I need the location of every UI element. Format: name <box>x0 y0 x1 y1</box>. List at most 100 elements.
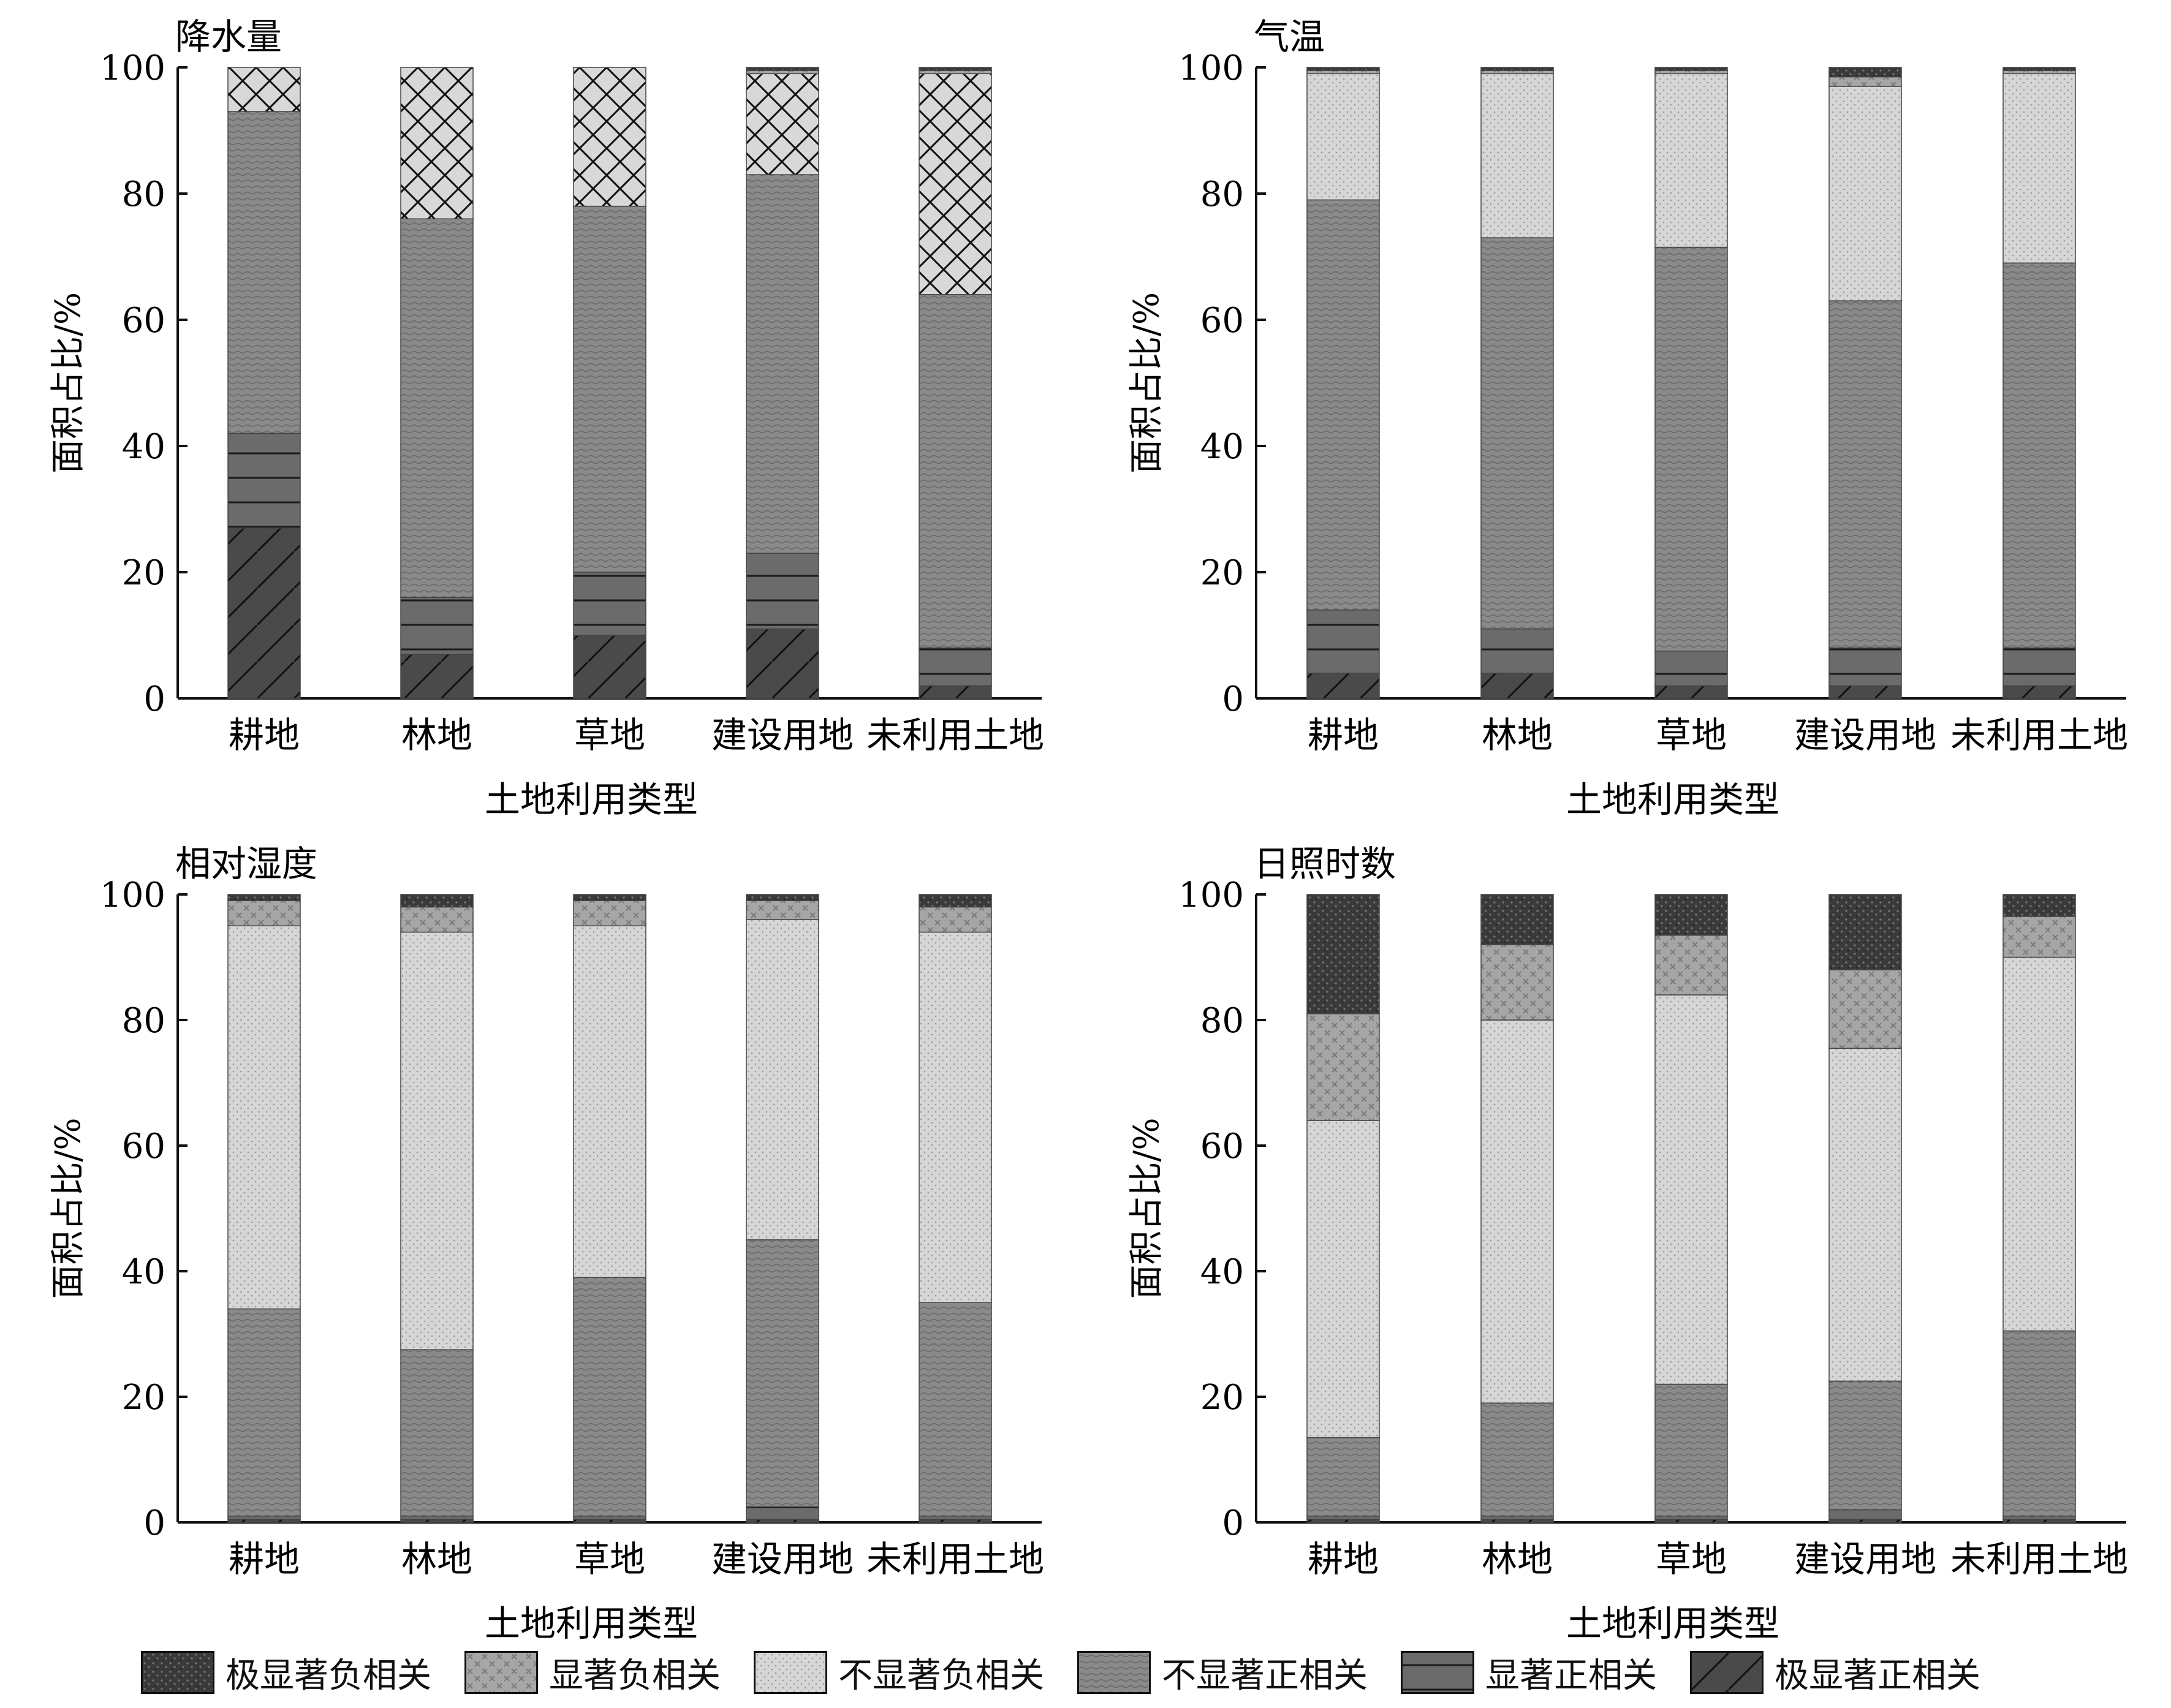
legend-label: 显著负相关 <box>549 1655 721 1696</box>
y-tick-label: 20 <box>1200 1378 1244 1418</box>
x-tick-label: 未利用土地 <box>866 1538 1044 1580</box>
bar-segment <box>746 553 819 630</box>
bar-segment <box>400 218 474 598</box>
x-tick-label: 草地 <box>1656 714 1727 756</box>
legend-swatch <box>1401 1651 1474 1694</box>
chart-panel-1: 降水量 0 20 40 60 80 100 面积占比/% 土地利用类型 耕地 林地 草地 建设用地 未利用… <box>48 16 1044 820</box>
x-tick-label: 未利用土地 <box>1950 1538 2128 1580</box>
y-axis-label: 面积占比/% <box>48 292 88 474</box>
bar-segment <box>1828 86 1902 301</box>
bar-segment <box>746 1239 819 1508</box>
x-tick-label: 建设用地 <box>711 1538 854 1580</box>
bar-segment <box>227 111 301 434</box>
bar-segment <box>2002 70 2076 75</box>
bar-segment <box>746 628 819 699</box>
bar-segment <box>1480 73 1554 238</box>
legend-item: 极显著正相关 <box>1690 1648 1980 1698</box>
x-tick-label: 林地 <box>401 1538 472 1580</box>
legend-swatch-fill <box>466 1653 536 1692</box>
bar-segment <box>1480 673 1554 699</box>
bar-segment <box>400 894 474 908</box>
x-tick-label: 草地 <box>574 1538 645 1580</box>
x-tick-label: 耕地 <box>229 1538 300 1580</box>
legend-label: 不显著正相关 <box>1162 1655 1368 1696</box>
legend-swatch <box>1077 1651 1151 1694</box>
legend-item: 显著正相关 <box>1401 1648 1657 1698</box>
bar-segment <box>919 1302 992 1517</box>
bar-segment <box>573 635 646 699</box>
bar-segment <box>2002 916 2076 958</box>
chart-title: 相对湿度 <box>175 843 317 885</box>
bar-segment <box>573 572 646 636</box>
y-axis-label: 面积占比/% <box>1127 292 1167 474</box>
bar-segment <box>400 1516 474 1520</box>
bar-segment <box>400 906 474 933</box>
bar-segment <box>1828 1519 1902 1523</box>
bar-segment <box>2002 262 2076 649</box>
y-axis-label: 面积占比/% <box>1127 1117 1167 1299</box>
x-tick-label: 草地 <box>1656 1538 1727 1580</box>
bar-segment <box>1480 944 1554 1021</box>
y-tick-label: 60 <box>1200 1127 1244 1166</box>
bar-segment <box>1306 894 1380 1015</box>
bar-segment <box>2002 956 2076 1332</box>
bar-segment <box>1306 1120 1380 1438</box>
chart-panel-3: 相对湿度 0 20 40 60 80 100 面积占比/% 土地利用类型 耕地 林地 草地 建设用地 未利… <box>48 843 1044 1644</box>
bar-segment <box>1306 1519 1380 1523</box>
bar-segment <box>746 900 819 920</box>
bar-segment <box>1306 1013 1380 1121</box>
bar-segment <box>1828 1509 1902 1520</box>
bar-segment <box>1480 70 1554 75</box>
y-tick-label: 20 <box>122 553 165 593</box>
bar-segment <box>1306 73 1380 201</box>
bar-segment <box>1654 1383 1728 1517</box>
bar-segment <box>400 1349 474 1517</box>
bar-segment <box>1654 73 1728 248</box>
bar-segment <box>1306 1516 1380 1520</box>
bar-segment <box>400 67 474 219</box>
bar-segment <box>1828 685 1902 699</box>
y-tick-label: 60 <box>1200 301 1244 341</box>
legend-swatch-fill <box>143 1653 213 1692</box>
y-tick-label: 40 <box>1200 1252 1244 1292</box>
chart-panel-4: 日照时数 0 20 40 60 80 100 面积占比/% 土地利用类型 耕地 林地 草地 建设用地 未利… <box>1127 843 2128 1644</box>
bar-segment <box>227 433 301 529</box>
bar-segment <box>1654 67 1728 71</box>
bar-segment <box>2002 73 2076 264</box>
y-tick-label: 60 <box>122 301 165 341</box>
y-tick-label: 80 <box>122 1001 165 1041</box>
x-axis-label: 土地利用类型 <box>1566 779 1779 820</box>
bar-segment <box>1306 199 1380 611</box>
bar-segment <box>746 919 819 1241</box>
bar-segment <box>1654 994 1728 1385</box>
legend-item: 显著负相关 <box>464 1648 721 1698</box>
bar-segment <box>2002 685 2076 699</box>
legend-item: 不显著负相关 <box>754 1648 1044 1698</box>
bar-segment <box>1828 647 1902 687</box>
legend-label: 极显著正相关 <box>1775 1655 1980 1696</box>
bar-segment <box>227 527 301 699</box>
bar-segment <box>1480 628 1554 674</box>
y-tick-label: 60 <box>122 1127 165 1166</box>
bar-segment <box>919 894 992 908</box>
bar-segment <box>1654 934 1728 996</box>
y-tick-label: 100 <box>100 48 165 88</box>
bar-segment <box>2002 1519 2076 1523</box>
bar-segment <box>746 70 819 75</box>
bar-segment <box>400 597 474 655</box>
y-tick-label: 100 <box>1178 48 1244 88</box>
bar-segment <box>1654 685 1728 699</box>
legend: 极显著负相关 显著负相关 不显著负相关 不显著正相关 显著正相关 极显著正相关 <box>141 1642 2163 1703</box>
x-tick-label: 建设用地 <box>1794 1538 1936 1580</box>
x-tick-label: 耕地 <box>1308 714 1379 756</box>
bar-segment <box>746 1519 819 1523</box>
bar-segment <box>919 906 992 933</box>
bar-segment <box>1654 1516 1728 1520</box>
bar-segment <box>1480 1402 1554 1517</box>
bar-segment <box>1654 1519 1728 1523</box>
bar-segment <box>1480 237 1554 630</box>
y-axis-label: 面积占比/% <box>48 1117 88 1299</box>
bar-segment <box>227 894 301 901</box>
bar-segment <box>227 900 301 926</box>
bar-segment <box>1480 67 1554 71</box>
